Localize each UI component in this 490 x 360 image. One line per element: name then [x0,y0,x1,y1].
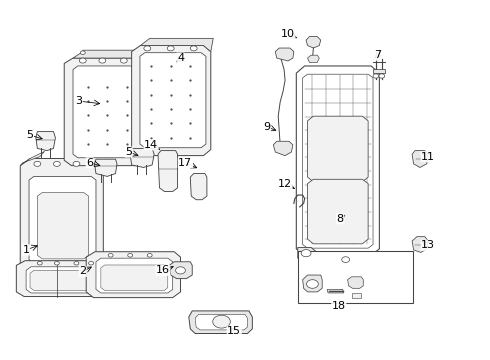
Text: 1: 1 [23,245,29,255]
Polygon shape [20,158,103,270]
Text: 4: 4 [177,53,184,63]
Circle shape [175,267,185,274]
Text: 6: 6 [86,158,93,168]
Circle shape [301,249,311,257]
Circle shape [89,261,94,265]
Text: 9: 9 [264,122,270,132]
Polygon shape [373,69,385,73]
Polygon shape [36,132,55,150]
Polygon shape [303,275,322,292]
Polygon shape [16,261,114,297]
Circle shape [307,280,318,288]
Text: 5: 5 [125,147,132,157]
Polygon shape [29,176,96,263]
Circle shape [99,58,106,63]
Text: 15: 15 [227,326,241,336]
Text: 3: 3 [75,96,82,106]
Text: 14: 14 [144,140,158,150]
Text: 10: 10 [281,29,295,39]
Polygon shape [338,255,356,264]
Circle shape [54,261,59,265]
Text: 11: 11 [421,152,435,162]
Circle shape [79,58,86,63]
Polygon shape [275,48,294,61]
Circle shape [73,161,80,166]
Polygon shape [141,39,213,51]
Polygon shape [52,264,64,270]
Circle shape [342,257,349,262]
Text: 16: 16 [156,265,170,275]
Polygon shape [308,116,368,182]
Circle shape [121,58,127,63]
Circle shape [74,261,79,265]
Polygon shape [169,262,192,279]
Polygon shape [73,66,142,158]
Circle shape [379,74,385,78]
Circle shape [34,161,41,166]
Polygon shape [26,267,106,293]
Polygon shape [298,247,318,263]
Polygon shape [73,50,147,63]
Circle shape [108,253,113,257]
Polygon shape [96,258,172,293]
Text: 8: 8 [337,214,344,224]
Polygon shape [86,252,180,298]
Polygon shape [101,265,168,291]
Text: 18: 18 [332,301,346,311]
Polygon shape [195,315,247,330]
Text: 17: 17 [178,158,193,168]
Polygon shape [347,277,363,288]
Text: 5: 5 [26,130,33,140]
Polygon shape [140,53,206,148]
Polygon shape [308,179,368,244]
Polygon shape [412,150,428,167]
Polygon shape [412,237,428,252]
Polygon shape [30,270,101,291]
Text: 2: 2 [79,266,86,276]
Circle shape [147,253,152,257]
Text: 7: 7 [374,50,381,60]
Polygon shape [273,141,293,156]
Circle shape [37,261,42,265]
Circle shape [213,315,230,328]
Polygon shape [190,174,207,200]
Polygon shape [327,289,343,293]
Polygon shape [158,150,177,192]
Polygon shape [306,37,321,48]
Polygon shape [37,193,89,259]
Circle shape [373,74,379,78]
Circle shape [53,161,60,166]
Circle shape [167,46,174,51]
Polygon shape [64,58,147,166]
Polygon shape [95,159,117,176]
Polygon shape [308,55,319,62]
Bar [298,251,413,303]
Polygon shape [189,311,252,333]
Polygon shape [303,74,373,248]
Circle shape [128,253,133,257]
Circle shape [190,46,197,51]
Polygon shape [132,45,211,156]
Polygon shape [20,151,45,166]
Polygon shape [351,293,361,298]
Circle shape [144,46,151,51]
Text: 12: 12 [278,179,292,189]
Circle shape [80,51,85,54]
Text: 13: 13 [421,240,435,250]
Polygon shape [130,148,154,167]
Polygon shape [296,66,379,255]
